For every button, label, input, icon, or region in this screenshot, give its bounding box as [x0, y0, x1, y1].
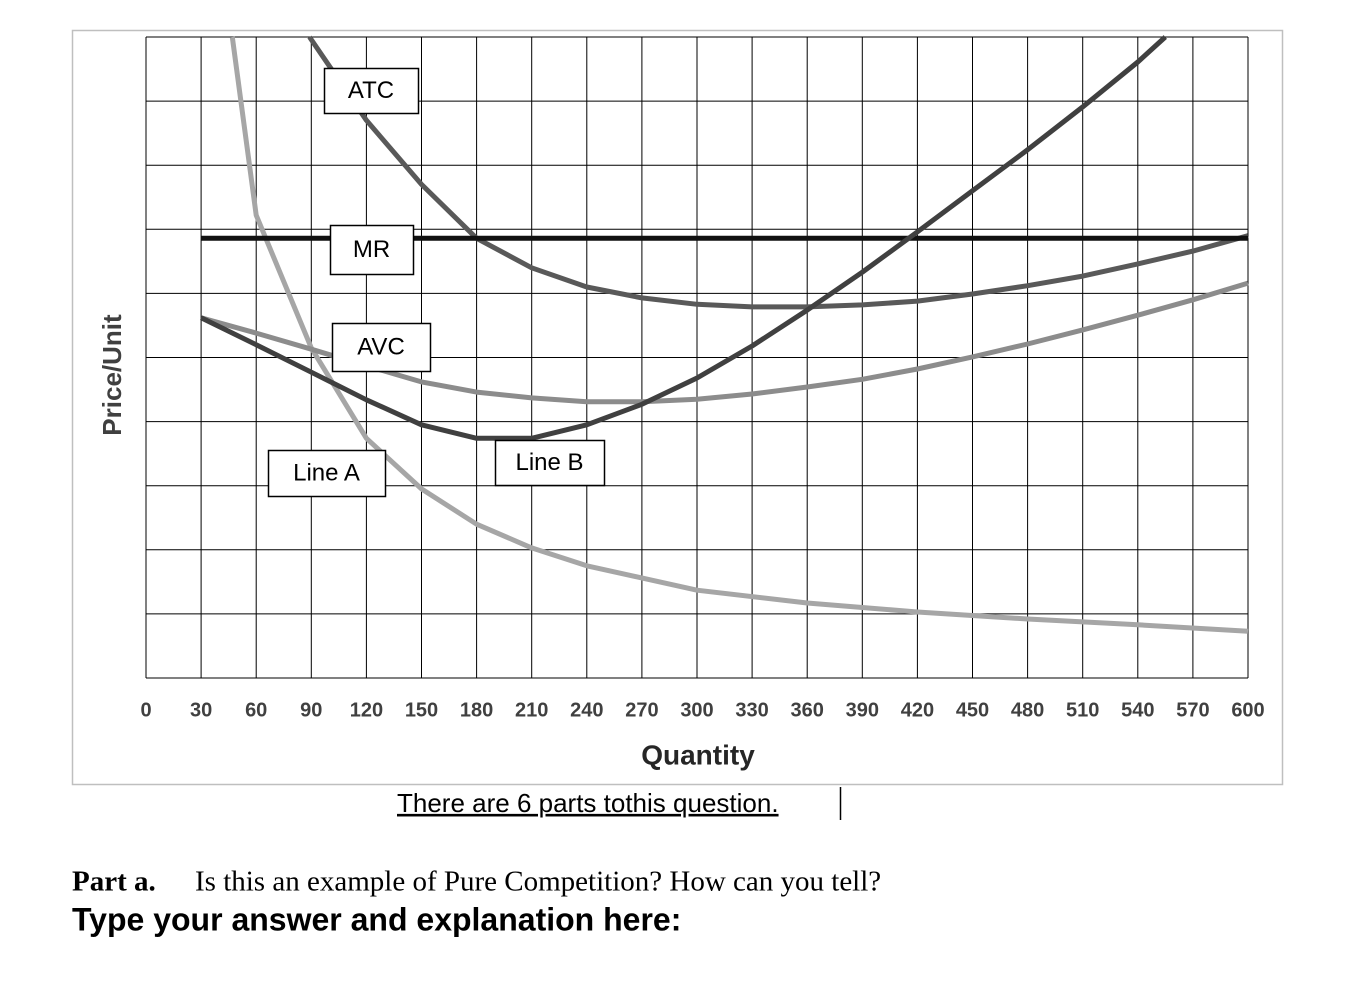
series-label-box — [267, 449, 387, 498]
series-label: ATC — [348, 77, 394, 104]
x-tick-label: 30 — [190, 699, 212, 721]
series-label: AVC — [357, 333, 405, 360]
x-tick-label: 420 — [901, 699, 934, 721]
x-tick-label: 180 — [460, 699, 493, 721]
question: Is this an example of Pure Competition? … — [195, 866, 881, 898]
x-tick-label: 540 — [1121, 699, 1154, 721]
x-tick-label: 360 — [791, 699, 824, 721]
x-tick-label: 450 — [956, 699, 989, 721]
series-label-box — [494, 439, 606, 487]
y-axis-label: Price/Unit — [97, 314, 127, 436]
x-tick-label: 510 — [1066, 699, 1099, 721]
series-label-box — [329, 224, 415, 276]
instruction: Type your answer and explanation here: — [72, 901, 681, 937]
x-tick-label: 210 — [515, 699, 548, 721]
series-label: MR — [353, 236, 390, 263]
series-label-box — [323, 67, 420, 115]
x-tick-label: 600 — [1231, 699, 1264, 721]
x-tick-label: 570 — [1176, 699, 1209, 721]
x-tick-label: 240 — [570, 699, 603, 721]
x-tick-label: 120 — [350, 699, 383, 721]
line-series — [307, 35, 1249, 310]
series-label: Line A — [293, 459, 360, 486]
x-tick-label: 330 — [735, 699, 768, 721]
x-tick-label: 270 — [625, 699, 658, 721]
x-tick-label: 480 — [1011, 699, 1044, 721]
part-label: Part a. — [72, 866, 156, 898]
x-tick-label: 0 — [140, 699, 151, 721]
x-tick-label: 150 — [405, 699, 438, 721]
x-axis-label: Quantity — [641, 739, 755, 770]
line-series — [200, 35, 1167, 441]
line-series — [229, 36, 1249, 634]
chart: 0 30 60 90 120 150 180 210 240 270 300 330 360 390 420… — [140, 35, 1265, 721]
series-label: Line B — [515, 449, 583, 476]
x-tick-label: 390 — [846, 699, 879, 721]
x-tick-label: 60 — [245, 699, 267, 721]
series-label-box — [331, 322, 432, 373]
x-tick-label: 300 — [680, 699, 713, 721]
x-tick-label: 90 — [300, 699, 322, 721]
caption: There are 6 parts tothis question. — [397, 788, 779, 818]
chart-frame — [71, 29, 1284, 786]
